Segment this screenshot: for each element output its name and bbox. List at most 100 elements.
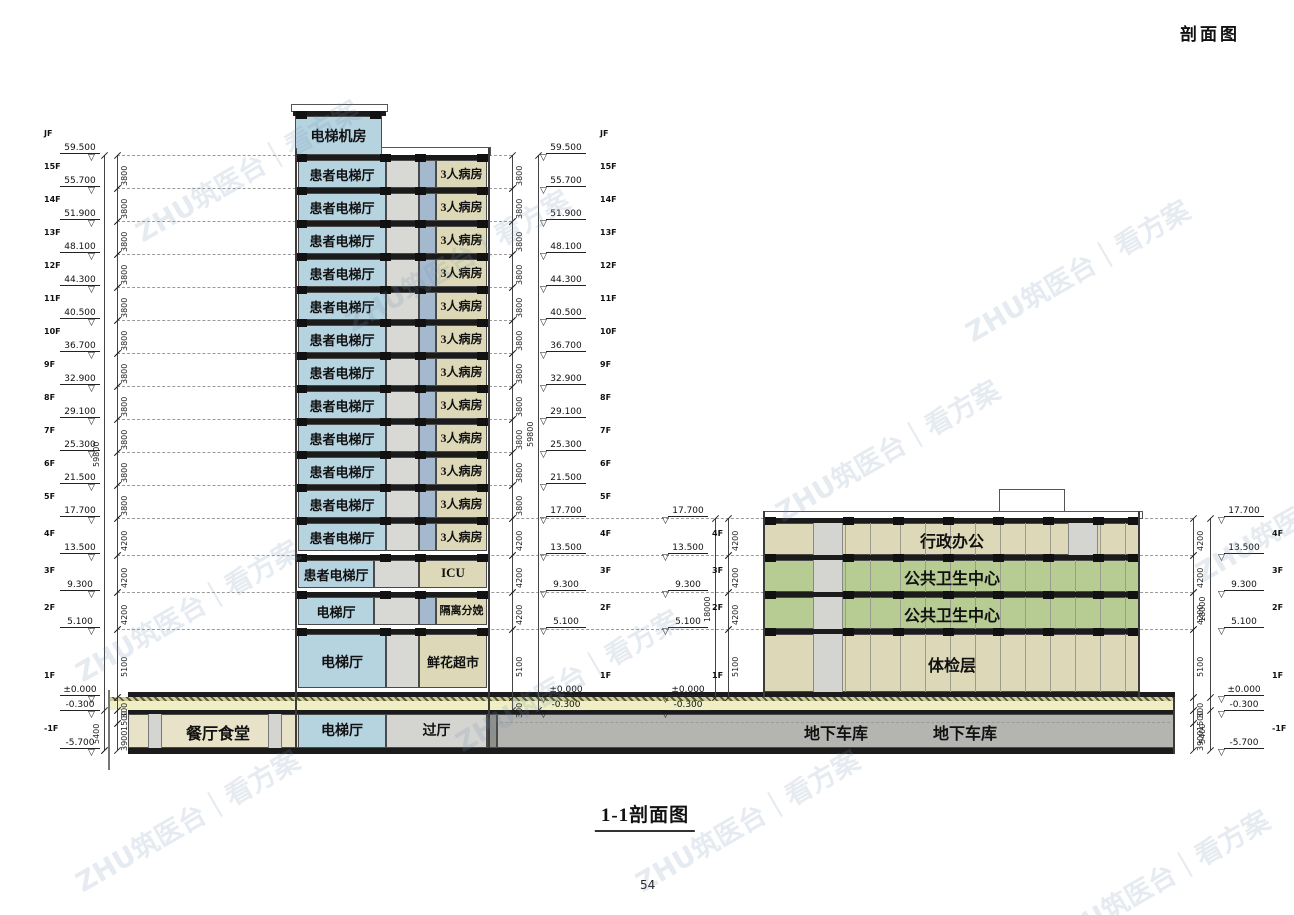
podium-column-joint (943, 554, 954, 562)
level-triangle-icon: ▽ (88, 515, 95, 525)
podium-column-joint (943, 517, 954, 525)
tower-room (298, 292, 386, 320)
floor-label: 13F (600, 228, 617, 237)
level-value: 13.500 (1224, 543, 1264, 554)
tower-room-label: 3人病房 (440, 332, 483, 346)
dimension-value: 3800 (515, 429, 524, 450)
tower-room-label: 3人病房 (440, 530, 483, 544)
tower-column-joint (380, 628, 391, 636)
podium-column-joint (1043, 628, 1054, 636)
tower-floor-slab (295, 188, 490, 193)
floor-label: 4F (44, 529, 56, 538)
tower-room (419, 226, 436, 254)
tower-room (298, 226, 386, 254)
dimension-value: 3800 (515, 396, 524, 417)
level-triangle-icon: ▽ (88, 449, 95, 459)
tower-room (419, 560, 487, 588)
dimension-value: 300 (515, 702, 524, 718)
podium-column-joint (1043, 517, 1054, 525)
machine-room-label: 电梯机房 (310, 130, 367, 145)
tower-room-label: 3人病房 (440, 299, 483, 313)
tower-room (386, 259, 419, 287)
tower-column-joint (415, 286, 426, 294)
tower-column-joint (296, 352, 307, 360)
basement-column-strip (268, 714, 282, 748)
tower-column-joint (415, 352, 426, 360)
tower-floor-slab (295, 518, 490, 523)
level-triangle-icon: ▽ (662, 709, 669, 719)
tower-floor-slab (295, 386, 490, 391)
level-value: 36.700 (60, 341, 100, 352)
basement-room (497, 714, 1175, 748)
tower-floor-slab (295, 254, 490, 259)
tower-room-label: 患者电梯厅 (309, 366, 375, 381)
level-triangle-icon: ▽ (662, 552, 669, 562)
tower-floor-slab (295, 221, 490, 226)
level-triangle-icon: ▽ (540, 482, 547, 492)
level-triangle-icon: ▽ (662, 626, 669, 636)
floor-label: 3F (712, 566, 724, 575)
ground-slab (128, 692, 1175, 697)
dimension-value: 3800 (120, 264, 129, 285)
level-value: 25.300 (60, 440, 100, 451)
floor-label: 9F (44, 360, 56, 369)
tower-column-joint (380, 418, 391, 426)
garage-right-wall (1173, 697, 1175, 754)
level-triangle-icon: ▽ (540, 218, 547, 228)
podium-column-joint (1093, 591, 1104, 599)
dimension-value: 4200 (120, 530, 129, 551)
tower-room (298, 597, 374, 625)
tower-column-joint (415, 517, 426, 525)
floor-label: 11F (44, 294, 61, 303)
tower-room (436, 193, 487, 221)
drawing-caption: 1-1剖面图 (594, 800, 696, 832)
level-value: 5.100 (546, 617, 586, 628)
tower-room (419, 457, 436, 485)
tower-floor-slab (295, 353, 490, 358)
tower-room (419, 358, 436, 386)
tower-column-joint (477, 187, 488, 195)
level-triangle-icon: ▽ (88, 694, 95, 704)
floor-label: 4F (600, 529, 612, 538)
dimension-value: 3800 (515, 462, 524, 483)
tower-room-label: 患者电梯厅 (309, 465, 375, 480)
watermark: ZHU筑医台｜看方案 (70, 745, 306, 899)
level-triangle-icon: ▽ (88, 416, 95, 426)
dimension-value: 5100 (120, 656, 129, 677)
floor-label: 2F (712, 603, 724, 612)
podium-column-joint (943, 591, 954, 599)
tower-room (386, 634, 419, 688)
level-value: 59.500 (546, 143, 586, 154)
level-triangle-icon: ▽ (88, 284, 95, 294)
tower-room (298, 325, 386, 353)
floor-label: 10F (600, 327, 617, 336)
floor-label: 3F (44, 566, 56, 575)
level-value: 29.100 (60, 407, 100, 418)
dimension-value: 3800 (120, 495, 129, 516)
floor-label: 6F (600, 459, 612, 468)
dimension-line (715, 518, 716, 697)
tower-room (386, 424, 419, 452)
basement-room-label: 过厅 (422, 724, 451, 739)
tower-room-label: 鲜花超市 (426, 655, 479, 670)
level-triangle-icon: ▽ (540, 284, 547, 294)
tower-floor-slab (295, 555, 490, 560)
tower-column-joint (380, 517, 391, 525)
tower-column-joint (296, 385, 307, 393)
dimension-value: 4200 (1196, 567, 1205, 588)
podium-column-joint (765, 554, 776, 562)
floor-label: 7F (44, 426, 56, 435)
dimension-value: 3800 (515, 231, 524, 252)
level-triangle-icon: ▽ (540, 416, 547, 426)
dimension-value: 3800 (120, 231, 129, 252)
dimension-value: 59800 (526, 421, 535, 447)
podium-column-joint (1093, 628, 1104, 636)
tower-column-joint (380, 484, 391, 492)
tower-room-label: 3人病房 (440, 398, 483, 412)
tower-room-label: 患者电梯厅 (309, 399, 375, 414)
floor-label: 11F (600, 294, 617, 303)
podium-column-joint (893, 554, 904, 562)
tower-room (386, 193, 419, 221)
tower-column-joint (380, 591, 391, 599)
level-triangle-icon: ▽ (88, 251, 95, 261)
